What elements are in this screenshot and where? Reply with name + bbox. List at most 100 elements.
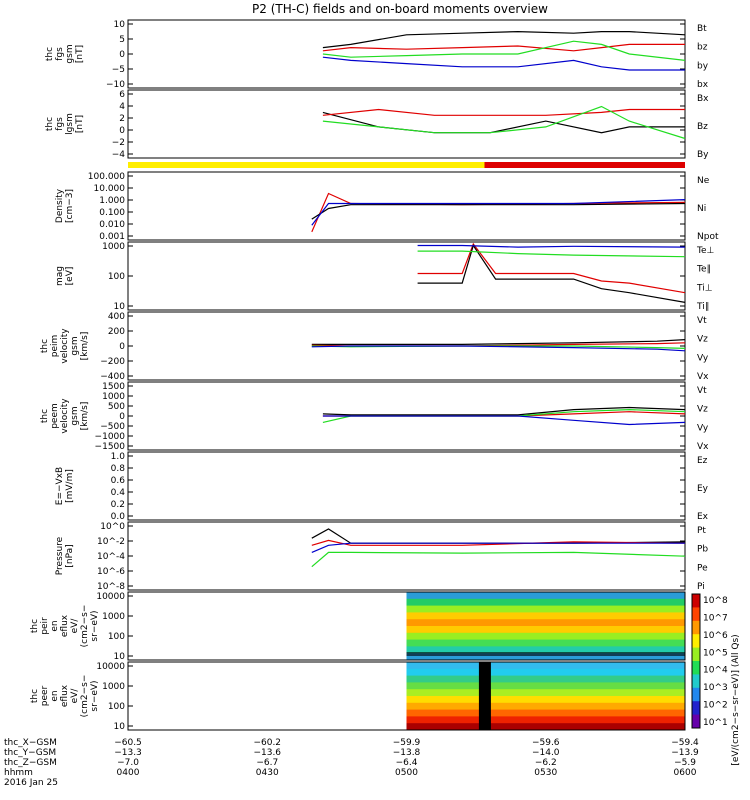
footer-value: 0430: [256, 768, 279, 778]
series-bz: [322, 43, 685, 52]
y-axis-label-line: thc: [40, 339, 50, 353]
y-tick-label: −10: [106, 80, 125, 90]
panel-efield: 1.0 0.8 0.6 0.4 0.2 0.0 E=−VxB [mV/m] Ez Ey Ex: [55, 451, 709, 522]
y-tick-label: −5: [112, 65, 125, 75]
y-axis-label-line: gsm: [65, 44, 75, 63]
colorbar-segment: [692, 687, 700, 702]
y-tick-label: 0.6: [111, 476, 126, 486]
panel-frame: [127, 171, 686, 241]
heatmap-row: [406, 598, 685, 607]
y-axis-label: Pressure [nPa]: [55, 536, 75, 575]
series-te⊥: [417, 242, 686, 294]
y-tick-label: 200: [108, 327, 125, 337]
legend-pt: Pt: [697, 526, 706, 536]
legend-bx: bx: [697, 80, 709, 90]
footer-value: 0530: [534, 768, 557, 778]
heatmap-row: [406, 662, 685, 670]
legend-bx: Bx: [697, 94, 709, 104]
figure-title: P2 (TH-C) fields and on-board moments ov…: [252, 2, 548, 16]
y-tick-label: 100.000: [88, 172, 125, 182]
series-pe: [311, 551, 686, 568]
y-tick-label: 4: [119, 102, 125, 112]
y-tick-label: 10.000: [94, 184, 126, 194]
heatmap-row: [406, 675, 685, 683]
series-pb: [311, 539, 686, 546]
y-axis-label-line: eflux: [60, 684, 70, 707]
colorbar-segment: [692, 607, 700, 622]
colorbar-segment: [692, 634, 700, 649]
footer-value: −59.6: [532, 738, 560, 748]
y-axis-label-line: peem: [50, 403, 60, 429]
footer-value: −7.0: [117, 758, 139, 768]
y-axis-label-line: eV/: [70, 688, 80, 704]
y-tick-label: 10^-8: [97, 582, 125, 592]
heatmap-row: [406, 639, 685, 647]
y-tick-label: 10^-4: [97, 552, 125, 562]
y-axis-label-line: velocity: [60, 328, 70, 364]
legend-pe: Pe: [697, 563, 708, 573]
heatmap-gap: [478, 662, 491, 730]
footer-date: 2016 Jan 25: [4, 778, 58, 788]
y-axis-label: mag [eV]: [55, 266, 75, 286]
y-tick-label: 500: [108, 402, 125, 412]
y-axis-label-line: eflux: [60, 614, 70, 637]
y-tick-label: 0.0: [111, 512, 126, 522]
footer-value: −14.0: [532, 748, 560, 758]
y-axis-label-line: (cm2−s−: [80, 605, 90, 648]
series-bx: [322, 56, 685, 71]
y-axis-label-line: gsm: [70, 406, 80, 425]
y-axis-label-line: [km/s]: [80, 402, 90, 431]
series-ti⊥: [417, 244, 686, 248]
y-tick-label: 0: [119, 126, 125, 136]
footer-value: 0400: [117, 768, 140, 778]
heatmap-row: [406, 592, 685, 600]
footer-value: −5.9: [674, 758, 696, 768]
series-vt: [311, 339, 686, 345]
legend-ex: Ex: [697, 512, 709, 522]
footer-value: −13.9: [671, 748, 699, 758]
y-axis-label: thc peer en eflux eV/(cm2−s− sr−eV): [30, 675, 100, 718]
heatmap-row: [406, 646, 685, 654]
legend-te⊥: Te⊥: [696, 246, 715, 256]
y-tick-label: 10: [114, 302, 126, 312]
y-axis-label: E=−VxB [mV/m]: [55, 467, 75, 505]
y-tick-label: −200: [100, 357, 125, 367]
y-tick-label: −1500: [95, 442, 126, 452]
y-tick-label: 10: [114, 722, 126, 732]
y-axis-label-line: mag: [55, 266, 65, 286]
footer-value: 0600: [674, 768, 697, 778]
legend-ti∥: Ti∥: [696, 302, 709, 312]
series-by: [322, 40, 686, 61]
y-axis-label-line: thc: [45, 47, 55, 61]
legend-pb: Pb: [697, 545, 708, 555]
colorbar-frame: [691, 593, 701, 729]
y-axis-label-line: peer: [40, 685, 50, 706]
footer-value: −13.3: [114, 748, 142, 758]
legend-vy: Vy: [697, 353, 709, 363]
colorbar-segment: [692, 661, 700, 675]
y-tick-label: 0: [119, 412, 125, 422]
colorbar-segment: [692, 620, 700, 635]
y-axis-label-line: [nPa]: [65, 544, 75, 567]
colorbar-tick: 10^1: [703, 718, 728, 728]
y-axis-label-line: thc: [40, 409, 50, 423]
panel-frame: [127, 661, 686, 731]
legend-vt: Vt: [697, 316, 707, 326]
series-te∥: [417, 244, 686, 303]
heatmap-row: [406, 709, 685, 717]
series-vt: [322, 406, 686, 416]
colorbar-tick: 10^7: [703, 613, 728, 623]
footer-value: −59.9: [393, 738, 421, 748]
y-axis-label-line: Pressure: [55, 536, 65, 575]
heatmap-row: [406, 605, 685, 613]
y-axis-label: thc fgs gsm [nT]: [45, 44, 85, 63]
y-tick-label: 1000: [102, 392, 125, 402]
legend-npot: Npot: [697, 232, 719, 242]
y-tick-label: 0.8: [111, 464, 126, 474]
legend-bz: Bz: [697, 122, 708, 132]
heatmap-row: [406, 682, 685, 690]
y-tick-label: 1000: [102, 242, 125, 252]
colorbar-tick: 10^3: [703, 683, 728, 693]
series-pi: [311, 542, 685, 553]
